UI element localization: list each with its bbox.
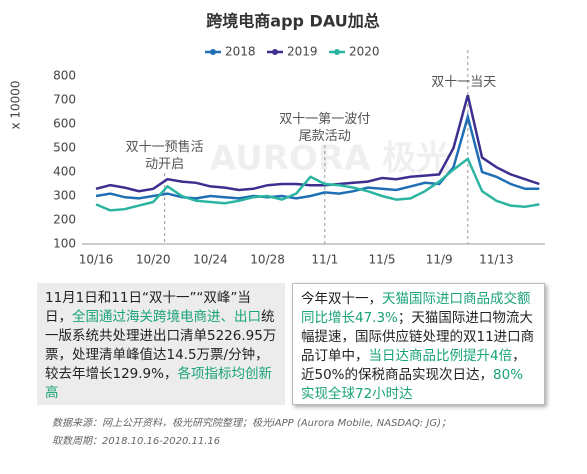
text-segment: 各项指标均创新高 [45, 366, 272, 401]
text-segment: 全国通过海关跨境电商进、出口 [72, 309, 261, 325]
annotation: 双十一当天 [431, 75, 496, 90]
footer: 取数周期：2018.10.16-2020.11.16 [52, 436, 221, 447]
footer: 数据来源：网上公开资料，极光研究院整理；极光iAPP (Aurora Mobil… [52, 418, 451, 429]
y-tick-label: 800 [53, 69, 76, 83]
x-tick-label: 10/28 [250, 253, 285, 267]
x-tick-label: 10/20 [136, 253, 171, 267]
text-segment: 天猫国际进口商品成交额同比增长47.3% [301, 291, 531, 326]
y-tick-label: 200 [53, 213, 76, 227]
annotation: 双十一预售活动开启 [126, 139, 204, 172]
legend-label: 2018 [225, 45, 256, 59]
x-tick-label: 11/1 [311, 253, 338, 267]
text-segment: ；天猫国际进口物流大幅提速，国际供应链处理的双11进口商品订单中， [301, 310, 535, 364]
x-tick-label: 11/13 [479, 253, 514, 267]
y-tick-label: 300 [53, 189, 76, 203]
text-box: 今年双十一，天猫国际进口商品成交额同比增长47.3%；天猫国际进口物流大幅提速，… [292, 283, 545, 405]
y-tick-label: 600 [53, 117, 76, 131]
chart-title: 跨境电商app DAU加总 [206, 12, 379, 31]
text-segment: 11月1日和11日“双十一”“双峰”当日， [45, 290, 251, 325]
y-axis-label: x 10000 [9, 80, 23, 129]
watermark: AURORA 极光 [210, 139, 450, 179]
x-tick-label: 11/9 [426, 253, 453, 267]
line-series [95, 112, 540, 200]
x-tick-label: 10/16 [79, 253, 114, 267]
text-segment: 统一版系统共处理进出口清单5226.95万票，处理清单峰值达14.5万票/分钟，… [45, 309, 277, 382]
y-tick-label: 100 [53, 237, 76, 251]
text-segment: ，近50%的保税商品实现次日达， [301, 348, 526, 383]
y-tick-label: 400 [53, 165, 76, 179]
line-series [95, 156, 540, 212]
chart: 跨境电商app DAU加总 x 10000 AURORA 极光 100 200 30… [9, 12, 545, 267]
text-segment: 今年双十一， [301, 291, 382, 307]
annotation: 双十一第一波付尾款活动 [279, 112, 370, 144]
legend-swatch [210, 49, 216, 55]
y-tick-label: 500 [53, 141, 76, 155]
legend-swatch [272, 49, 278, 55]
x-tick-label: 10/24 [193, 253, 228, 267]
text-segment: 80%实现全球72小时达 [301, 367, 524, 402]
legend-swatch [334, 49, 340, 55]
legend-label: 2019 [287, 45, 318, 59]
x-tick-label: 11/5 [369, 253, 396, 267]
text-segment: 当日达商品比例提升4倍 [368, 348, 513, 364]
legend-label: 2020 [349, 45, 380, 59]
y-tick-label: 700 [53, 93, 76, 107]
line-series [95, 94, 540, 193]
text-box: 11月1日和11日“双十一”“双峰”当日，全国通过海关跨境电商进、出口统一版系统… [37, 283, 285, 405]
